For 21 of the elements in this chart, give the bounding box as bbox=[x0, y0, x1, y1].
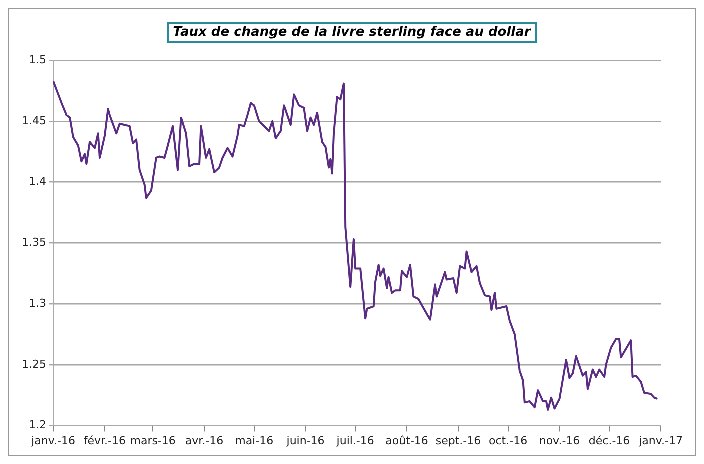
x-tick-label: nov.-16 bbox=[539, 434, 580, 448]
y-tick-label: 1.2 bbox=[28, 418, 46, 432]
x-tick-label: avr.-16 bbox=[185, 434, 224, 448]
x-tick-label: sept.-16 bbox=[436, 434, 482, 448]
x-tick-label: déc.-16 bbox=[588, 434, 630, 448]
x-tick-label: janv.-17 bbox=[638, 434, 683, 448]
y-tick-label: 1.4 bbox=[28, 175, 46, 188]
x-tick-label: août-16 bbox=[386, 434, 428, 448]
x-tick-label: oct.-16 bbox=[489, 434, 528, 448]
x-tick-label: mai-16 bbox=[235, 434, 274, 448]
y-tick-label: 1.45 bbox=[22, 114, 46, 128]
x-tick-label: janv.-16 bbox=[30, 434, 76, 448]
x-tick-label: juil.-16 bbox=[336, 434, 374, 448]
y-tick-label: 1.5 bbox=[28, 53, 46, 66]
x-tick-label: mars-16 bbox=[130, 434, 176, 448]
y-tick-label: 1.3 bbox=[28, 296, 46, 310]
y-tick-label: 1.35 bbox=[22, 236, 46, 250]
x-tick-label: févr.-16 bbox=[84, 434, 126, 448]
y-tick-label: 1.25 bbox=[22, 358, 46, 371]
x-tick-label: juin-16 bbox=[286, 434, 325, 448]
chart-title: Taux de change de la livre sterling face au dollar bbox=[167, 22, 537, 43]
